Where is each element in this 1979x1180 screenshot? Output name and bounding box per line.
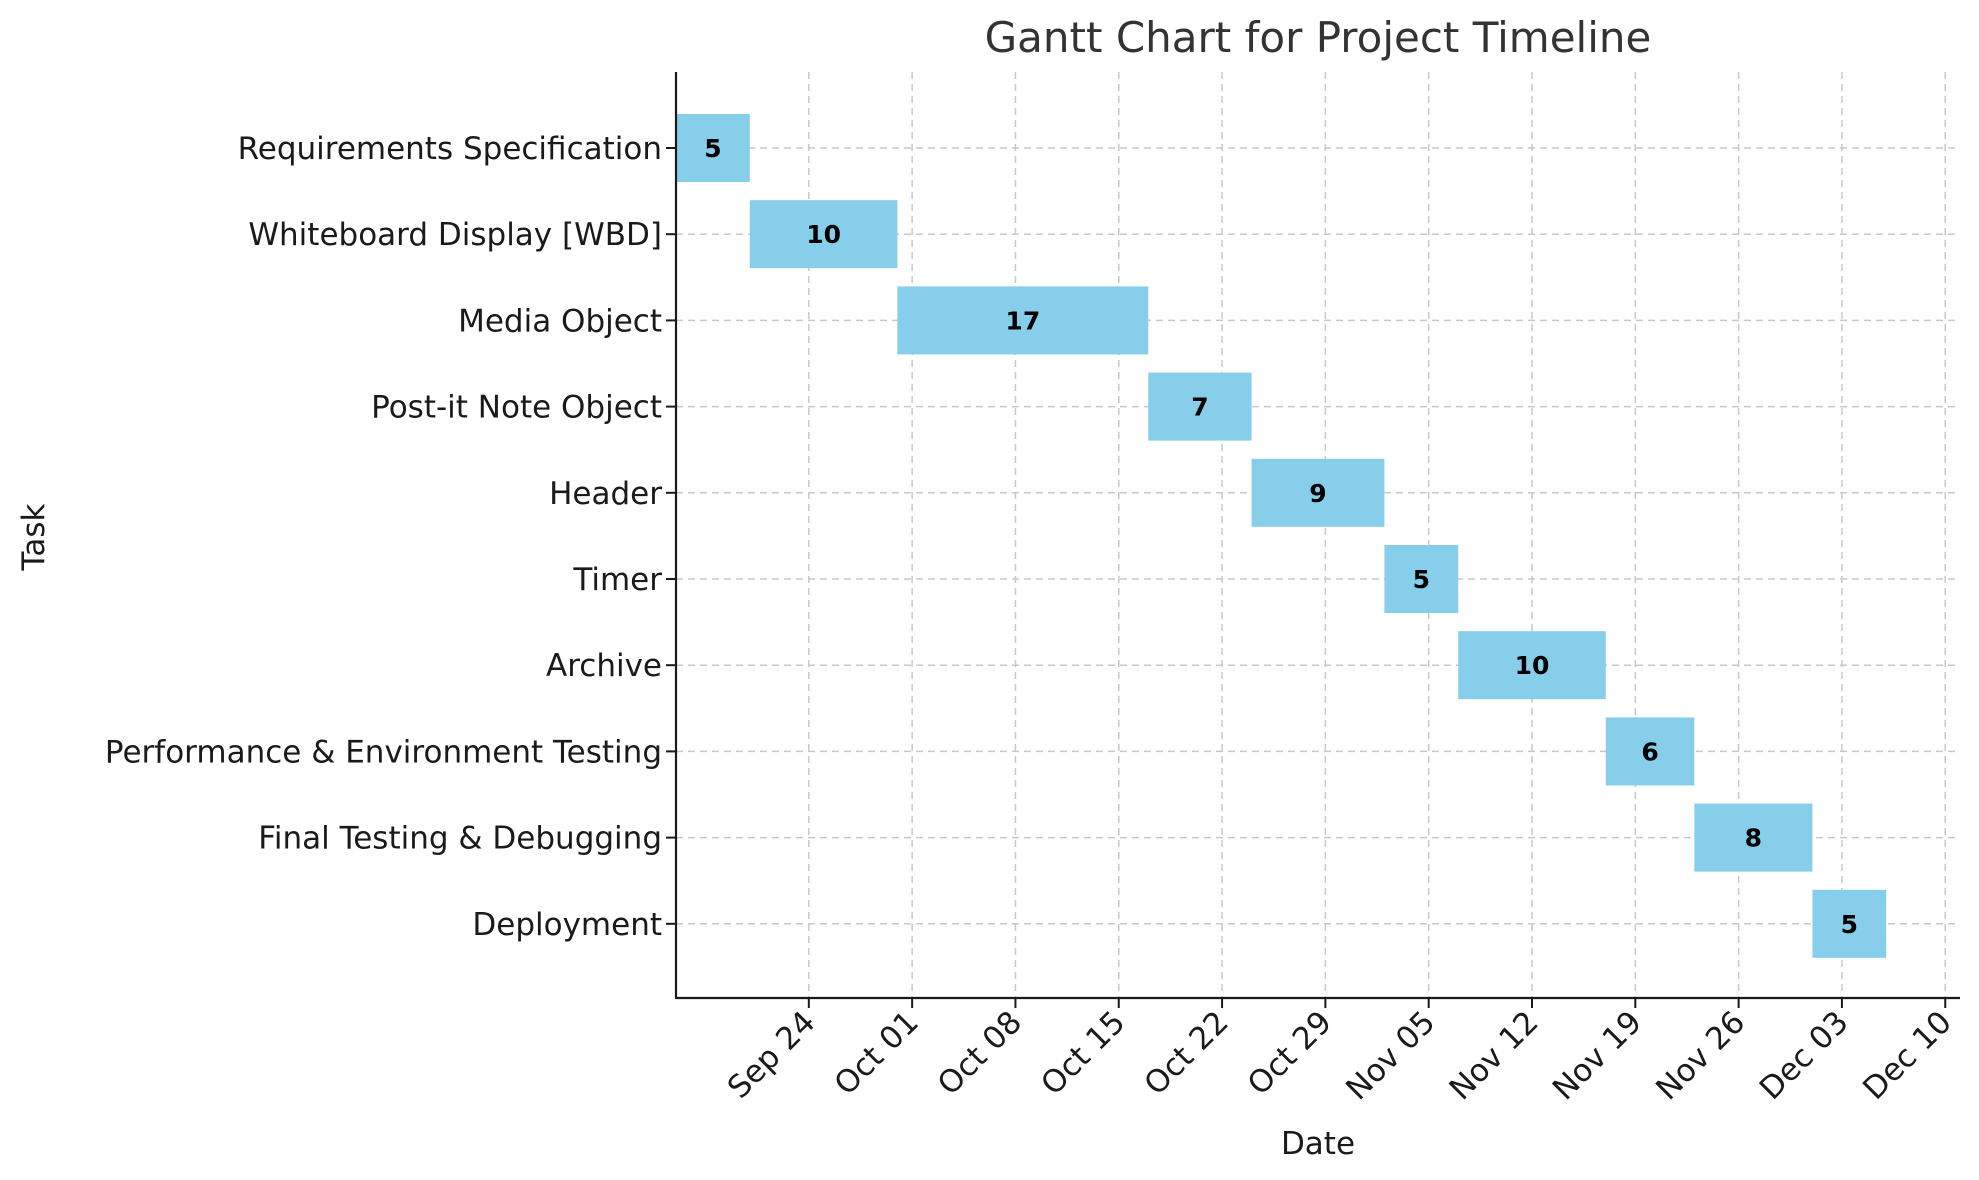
axes-layer: Requirements Specification Whiteboard Dis… <box>105 72 1960 1107</box>
gantt-bar <box>897 286 1149 355</box>
y-tick-label: Header <box>549 476 662 512</box>
bar-duration-label: 10 <box>1515 651 1550 680</box>
bar-duration-label: 5 <box>1841 910 1858 939</box>
y-tick-label: Timer <box>572 562 662 598</box>
chart-title: Gantt Chart for Project Timeline <box>985 13 1652 62</box>
y-axis-label: Task <box>16 504 52 572</box>
x-tick-label: Nov 26 <box>1649 1004 1752 1107</box>
x-tick-label: Sep 24 <box>721 1004 823 1106</box>
gantt-bar <box>1251 458 1385 527</box>
gantt-bar <box>1148 372 1252 441</box>
x-tick-label: Oct 15 <box>1034 1004 1132 1102</box>
bar-duration-label: 7 <box>1191 393 1208 422</box>
x-tick-label: Nov 12 <box>1443 1004 1546 1107</box>
bar-layer: 5 10 17 7 9 5 10 6 8 5 <box>676 114 1887 958</box>
y-tick-label: Performance & Environment Testing <box>105 734 662 770</box>
gantt-bar <box>1812 889 1887 958</box>
y-tick-label: Archive <box>546 648 662 684</box>
y-tick-label: Deployment <box>472 907 662 943</box>
x-tick-label: Nov 19 <box>1546 1004 1649 1107</box>
bar-duration-label: 10 <box>806 220 841 249</box>
gantt-bar <box>676 114 750 182</box>
gantt-bar <box>1605 717 1695 786</box>
x-tick-label: Oct 01 <box>828 1004 926 1102</box>
bar-duration-label: 5 <box>704 134 721 163</box>
gantt-bar <box>1694 803 1813 872</box>
bar-duration-label: 9 <box>1309 479 1326 508</box>
y-tick-label: Whiteboard Display [WBD] <box>248 217 662 253</box>
grid-layer <box>676 72 1960 998</box>
gantt-bar <box>749 200 898 269</box>
x-axis-label: Date <box>1281 1126 1355 1162</box>
y-tick-label: Requirements Specification <box>238 131 662 167</box>
gantt-bar <box>1458 631 1606 700</box>
x-tick-label: Oct 29 <box>1241 1004 1339 1102</box>
x-tick-label: Oct 22 <box>1138 1004 1236 1102</box>
x-tick-label: Dec 03 <box>1753 1004 1856 1107</box>
x-tick-label: Dec 10 <box>1856 1004 1959 1107</box>
bar-duration-label: 17 <box>1005 306 1040 335</box>
x-tick-label: Nov 05 <box>1339 1004 1442 1107</box>
bar-duration-label: 8 <box>1745 824 1762 853</box>
y-tick-label: Media Object <box>458 303 662 339</box>
bar-duration-label: 6 <box>1641 737 1658 766</box>
gantt-bar <box>1384 545 1459 613</box>
x-tick-label: Oct 08 <box>931 1004 1029 1102</box>
bar-duration-label: 5 <box>1413 565 1430 594</box>
y-tick-label: Post-it Note Object <box>371 390 662 426</box>
y-tick-label: Final Testing & Debugging <box>258 821 662 857</box>
